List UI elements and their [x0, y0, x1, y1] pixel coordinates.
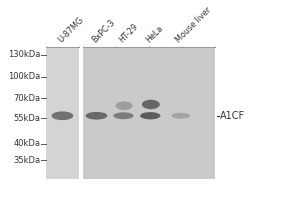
Text: A1CF: A1CF: [220, 111, 245, 121]
Ellipse shape: [140, 112, 160, 119]
Text: 100kDa: 100kDa: [8, 72, 40, 81]
Ellipse shape: [171, 113, 190, 119]
Ellipse shape: [116, 101, 133, 110]
Text: 55kDa: 55kDa: [13, 114, 40, 123]
Ellipse shape: [113, 112, 134, 119]
Text: 70kDa: 70kDa: [13, 94, 40, 103]
Bar: [46, 47, 79, 179]
Bar: [83, 47, 215, 179]
Text: Mouse liver: Mouse liver: [174, 6, 213, 45]
Ellipse shape: [85, 112, 107, 120]
Text: 130kDa: 130kDa: [8, 50, 40, 59]
Text: 40kDa: 40kDa: [13, 139, 40, 148]
Text: U-87MG: U-87MG: [56, 16, 85, 45]
Bar: [79, 47, 83, 179]
Ellipse shape: [142, 100, 160, 109]
Text: BxPC-3: BxPC-3: [90, 18, 117, 45]
Text: 35kDa: 35kDa: [13, 156, 40, 165]
Text: HT-29: HT-29: [117, 22, 140, 45]
Text: HeLa: HeLa: [144, 24, 165, 45]
Ellipse shape: [52, 111, 73, 120]
